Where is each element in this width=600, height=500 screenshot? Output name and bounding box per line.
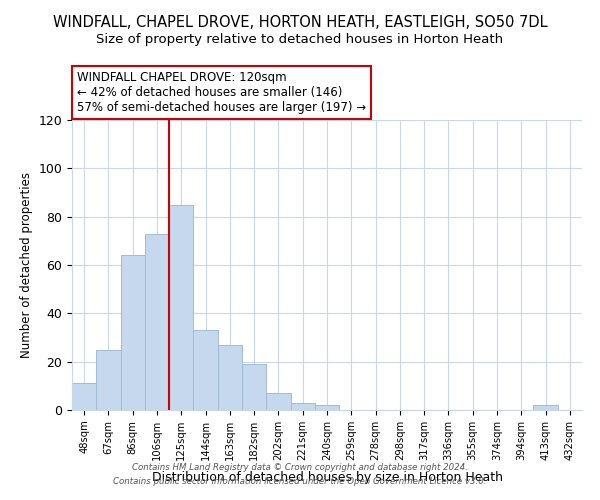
Text: Size of property relative to detached houses in Horton Heath: Size of property relative to detached ho… <box>97 32 503 46</box>
Bar <box>266 393 290 410</box>
Text: WINDFALL, CHAPEL DROVE, HORTON HEATH, EASTLEIGH, SO50 7DL: WINDFALL, CHAPEL DROVE, HORTON HEATH, EA… <box>53 15 547 30</box>
Y-axis label: Number of detached properties: Number of detached properties <box>20 172 33 358</box>
X-axis label: Distribution of detached houses by size in Horton Heath: Distribution of detached houses by size … <box>151 471 503 484</box>
Bar <box>169 204 193 410</box>
Bar <box>193 330 218 410</box>
Bar <box>242 364 266 410</box>
Bar <box>121 256 145 410</box>
Bar <box>145 234 169 410</box>
Text: Contains public sector information licensed under the Open Government Licence v3: Contains public sector information licen… <box>113 477 487 486</box>
Bar <box>96 350 121 410</box>
Bar <box>218 345 242 410</box>
Text: Contains HM Land Registry data © Crown copyright and database right 2024.: Contains HM Land Registry data © Crown c… <box>132 464 468 472</box>
Bar <box>315 405 339 410</box>
Bar <box>72 384 96 410</box>
Bar <box>290 403 315 410</box>
Bar <box>533 405 558 410</box>
Text: WINDFALL CHAPEL DROVE: 120sqm
← 42% of detached houses are smaller (146)
57% of : WINDFALL CHAPEL DROVE: 120sqm ← 42% of d… <box>77 71 366 114</box>
